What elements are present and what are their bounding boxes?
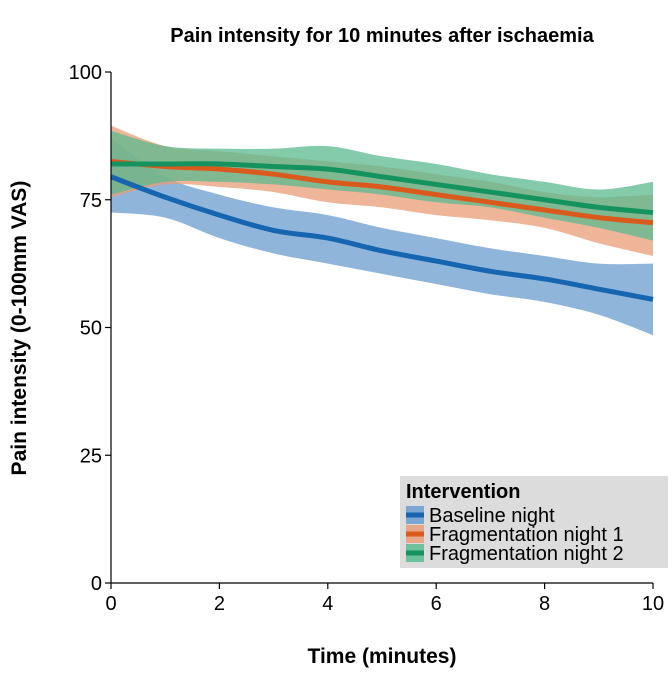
confidence-bands xyxy=(111,125,653,336)
legend-label: Baseline night xyxy=(429,505,555,527)
x-axis-title: Time (minutes) xyxy=(308,645,457,668)
y-tick-label: 75 xyxy=(80,190,102,212)
y-axis-title: Pain intensity (0-100mm VAS) xyxy=(8,181,31,476)
chart-title: Pain intensity for 10 minutes after isch… xyxy=(170,25,594,47)
series-lines xyxy=(110,158,654,302)
y-tick-label: 25 xyxy=(80,445,102,467)
series-line-1 xyxy=(110,174,654,302)
y-tick-label: 0 xyxy=(91,573,102,595)
legend: Intervention Baseline nightFragmentation… xyxy=(400,476,668,568)
x-tick-label: 8 xyxy=(539,593,550,615)
x-tick-label: 2 xyxy=(214,593,225,615)
legend-background xyxy=(400,476,668,568)
legend-label: Fragmentation night 1 xyxy=(429,524,624,546)
legend-title: Intervention xyxy=(406,481,520,503)
x-tick-label: 4 xyxy=(322,593,333,615)
y-axis-ticks: 0 25 50 75 100 xyxy=(69,62,111,595)
x-axis-ticks: 0 2 4 6 8 10 xyxy=(105,583,664,615)
x-tick-label: 10 xyxy=(642,593,664,615)
x-tick-label: 0 xyxy=(105,593,116,615)
confidence-band-1 xyxy=(111,138,653,336)
x-tick-label: 6 xyxy=(431,593,442,615)
y-tick-label: 100 xyxy=(69,62,102,84)
series-line-3 xyxy=(110,161,654,216)
legend-label: Fragmentation night 2 xyxy=(429,543,624,565)
y-tick-label: 50 xyxy=(80,318,102,340)
series-line-2 xyxy=(110,158,654,226)
